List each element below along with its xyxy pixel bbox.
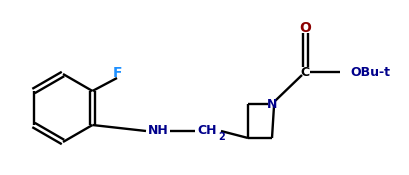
Text: OBu-t: OBu-t [350, 65, 390, 79]
Text: CH: CH [197, 124, 217, 138]
Text: 2: 2 [219, 132, 225, 142]
Text: NH: NH [148, 124, 169, 138]
Text: F: F [112, 66, 122, 80]
Text: O: O [299, 21, 311, 35]
Text: N: N [267, 97, 277, 110]
Text: C: C [301, 65, 310, 79]
